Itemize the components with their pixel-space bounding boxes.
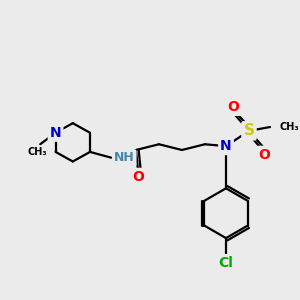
Text: N: N (220, 139, 232, 153)
Text: Cl: Cl (219, 256, 233, 270)
Text: O: O (228, 100, 240, 114)
Text: S: S (244, 123, 254, 138)
Text: CH₃: CH₃ (28, 147, 47, 157)
Text: N: N (50, 126, 62, 140)
Text: NH: NH (114, 151, 135, 164)
Text: O: O (258, 148, 270, 162)
Text: O: O (132, 170, 144, 184)
Text: CH₃: CH₃ (280, 122, 299, 132)
